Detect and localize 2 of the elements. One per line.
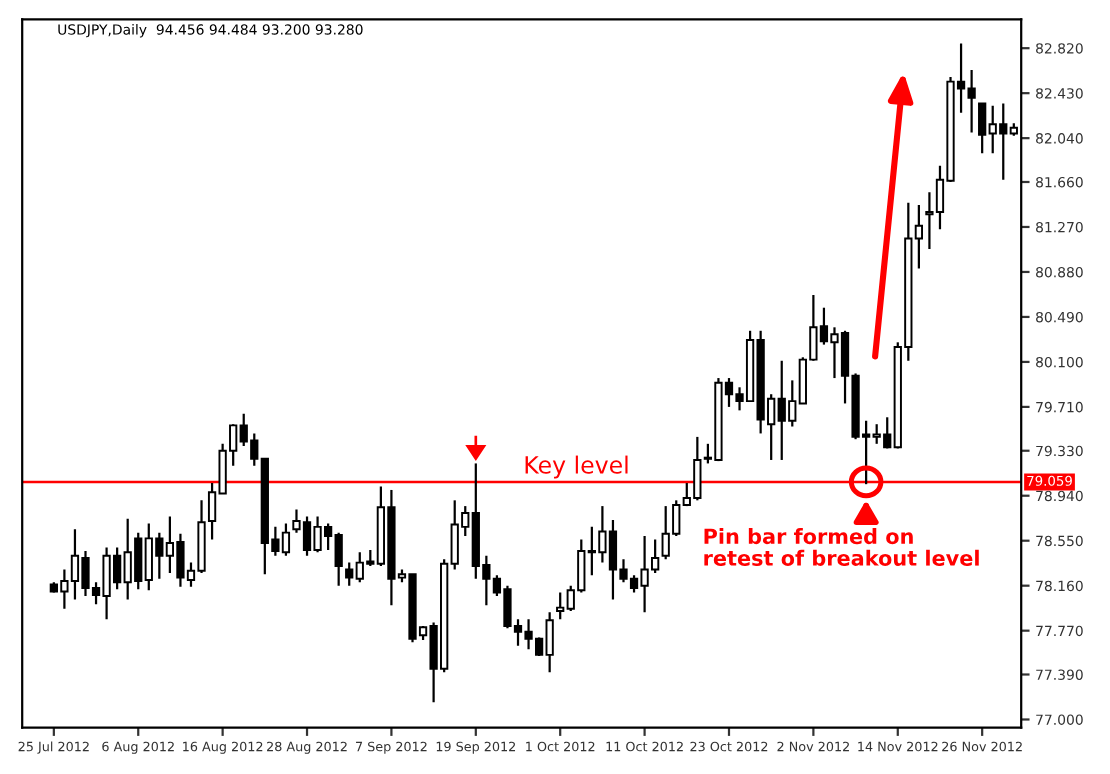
annotation: Key level — [525, 455, 628, 479]
annotation: Pin bar formed on retest of breakout level — [704, 528, 979, 566]
